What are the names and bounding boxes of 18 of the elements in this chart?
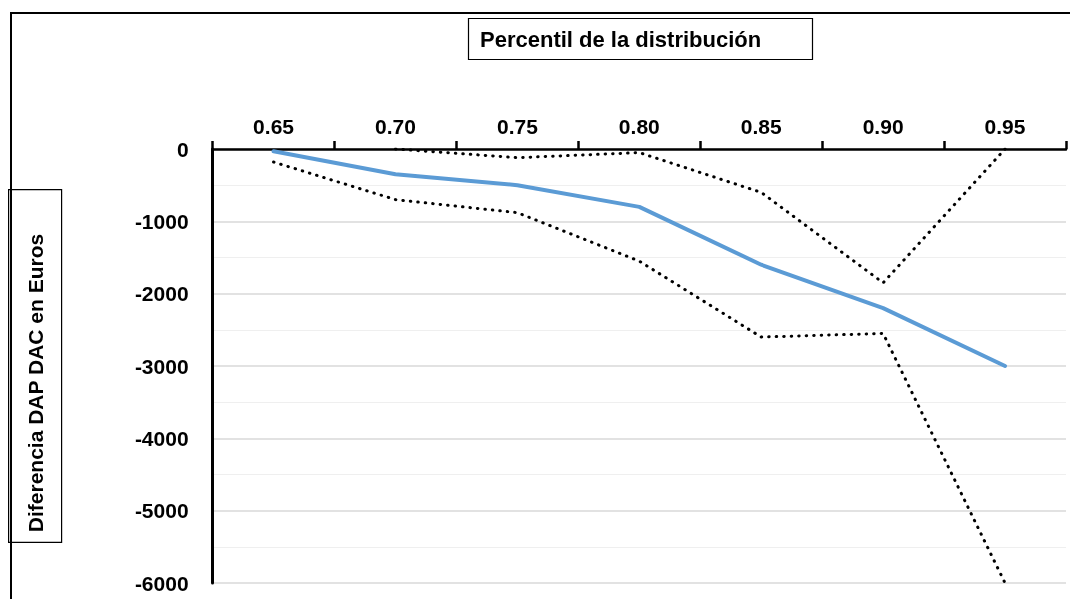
x-tick-label: 0.75 — [496, 115, 539, 138]
y-tick-label: 0 — [176, 137, 189, 161]
x-tick-label: 0.95 — [984, 115, 1026, 138]
line-series — [271, 149, 1008, 368]
y-tick-label: -6000 — [134, 571, 189, 595]
x-tick-label: 0.70 — [375, 115, 416, 138]
y-axis-title: Diferencia DAP DAC en Euros — [23, 233, 47, 533]
x-tick-label: 0.65 — [253, 115, 295, 138]
y-tick-label: -4000 — [134, 426, 189, 450]
line-series — [272, 160, 1007, 585]
y-tick-label: -1000 — [134, 209, 189, 233]
x-tick-label: 0.85 — [740, 115, 782, 138]
x-tick-label: 0.80 — [618, 115, 660, 138]
x-tick-label: 0.90 — [862, 115, 904, 138]
y-tick-label: -5000 — [134, 499, 189, 523]
x-axis-title: Percentil de la distribución — [480, 26, 762, 52]
y-tick-label: -3000 — [134, 354, 189, 378]
y-tick-label: -2000 — [134, 282, 189, 306]
